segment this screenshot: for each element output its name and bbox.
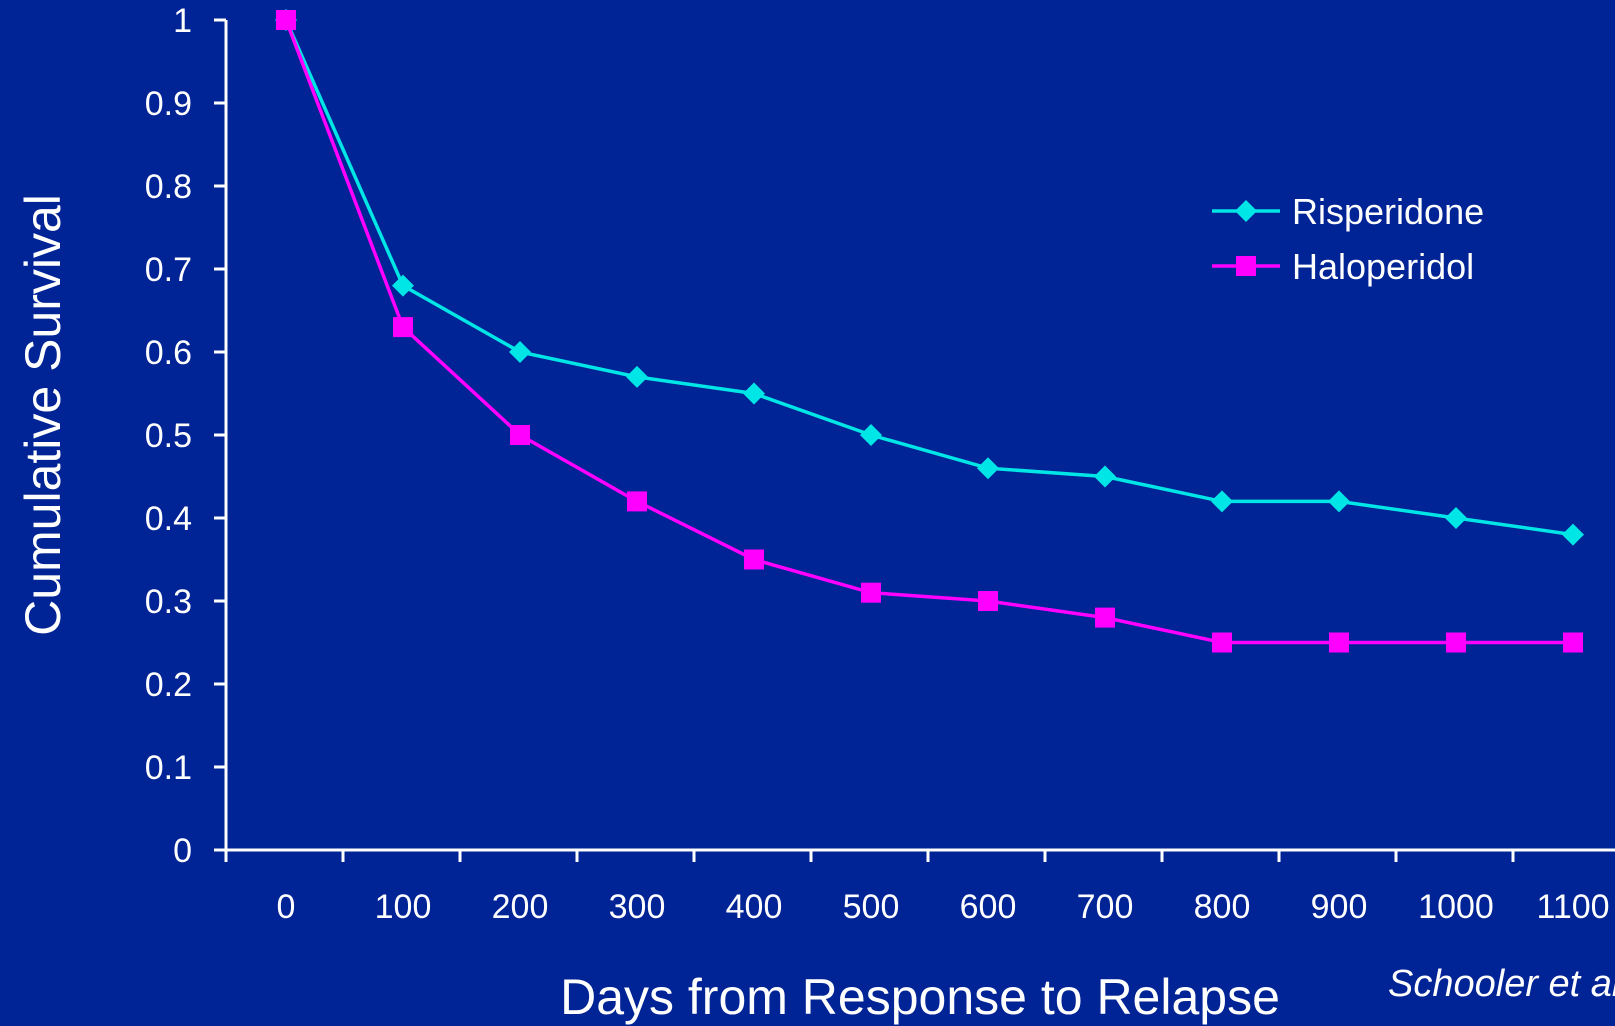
x-tick-label: 500 — [843, 888, 900, 926]
series-haloperidol — [276, 10, 1583, 653]
x-tick-label: 1000 — [1418, 888, 1494, 926]
legend-item: Haloperidol — [1212, 246, 1474, 287]
data-point — [509, 341, 531, 363]
data-point — [276, 10, 296, 30]
data-point — [861, 582, 881, 603]
legend-label: Haloperidol — [1292, 246, 1474, 287]
x-tick-label: 800 — [1194, 888, 1251, 926]
y-tick-label: 0.9 — [145, 85, 192, 123]
data-point — [1445, 507, 1467, 529]
series-line — [284, 19, 1573, 645]
x-axis-title: Days from Response to Relapse — [560, 969, 1280, 1025]
x-tick-label: 100 — [375, 888, 432, 926]
data-point — [1562, 523, 1584, 546]
legend-item: Risperidone — [1212, 191, 1484, 232]
citation-annotation: Schooler et al — [1388, 963, 1615, 1005]
y-tick-label: 1 — [173, 2, 192, 40]
data-point — [510, 425, 530, 445]
y-tick-label: 0.1 — [145, 749, 192, 787]
y-tick-label: 0 — [173, 832, 192, 870]
data-point — [392, 274, 414, 297]
data-point — [1329, 632, 1349, 653]
data-point — [1446, 632, 1466, 653]
x-tick-label: 600 — [960, 888, 1017, 926]
data-point — [1094, 465, 1116, 488]
x-tick-label: 0 — [277, 888, 296, 926]
legend-marker — [1235, 200, 1257, 222]
legend-label: Risperidone — [1292, 191, 1484, 232]
x-tick-label: 1100 — [1536, 888, 1609, 926]
y-tick-label: 0.2 — [145, 666, 192, 704]
data-point — [627, 491, 647, 512]
y-tick-label: 0.3 — [145, 583, 192, 621]
x-tick-label: 900 — [1311, 888, 1368, 926]
y-tick-label: 0.7 — [145, 251, 192, 289]
x-axis: 0 100 200 300 400 500 600 700 800 900 1000 1100 — [224, 848, 1615, 926]
x-tick-label: 400 — [726, 888, 783, 926]
data-point — [1095, 607, 1115, 628]
legend: Risperidone Haloperidol — [1212, 191, 1484, 287]
data-point — [626, 365, 648, 388]
y-axis: 0 0.1 0.2 0.3 0.4 0.5 0.6 0.7 0.8 0.9 1 — [145, 2, 228, 870]
y-tick-label: 0.4 — [145, 500, 192, 538]
x-tick-label: 700 — [1077, 888, 1134, 926]
x-tick-label: 200 — [492, 888, 549, 926]
series-risperidone — [275, 9, 1584, 546]
data-point — [393, 317, 413, 338]
y-tick-label: 0.8 — [145, 168, 192, 206]
y-tick-label: 0.5 — [145, 417, 192, 455]
data-point — [1563, 632, 1583, 653]
data-point — [978, 591, 998, 611]
data-point — [743, 382, 765, 405]
y-axis-title: Cumulative Survival — [15, 194, 71, 636]
data-point — [860, 424, 882, 446]
data-point — [1212, 632, 1232, 653]
data-point — [1211, 490, 1233, 513]
y-tick-label: 0.6 — [145, 334, 192, 372]
data-point — [744, 549, 764, 570]
data-point — [977, 457, 999, 480]
series-lines — [275, 9, 1584, 653]
data-point — [1328, 490, 1350, 513]
x-tick-label: 300 — [609, 888, 666, 926]
legend-marker — [1236, 256, 1256, 276]
series-line — [284, 19, 1574, 537]
